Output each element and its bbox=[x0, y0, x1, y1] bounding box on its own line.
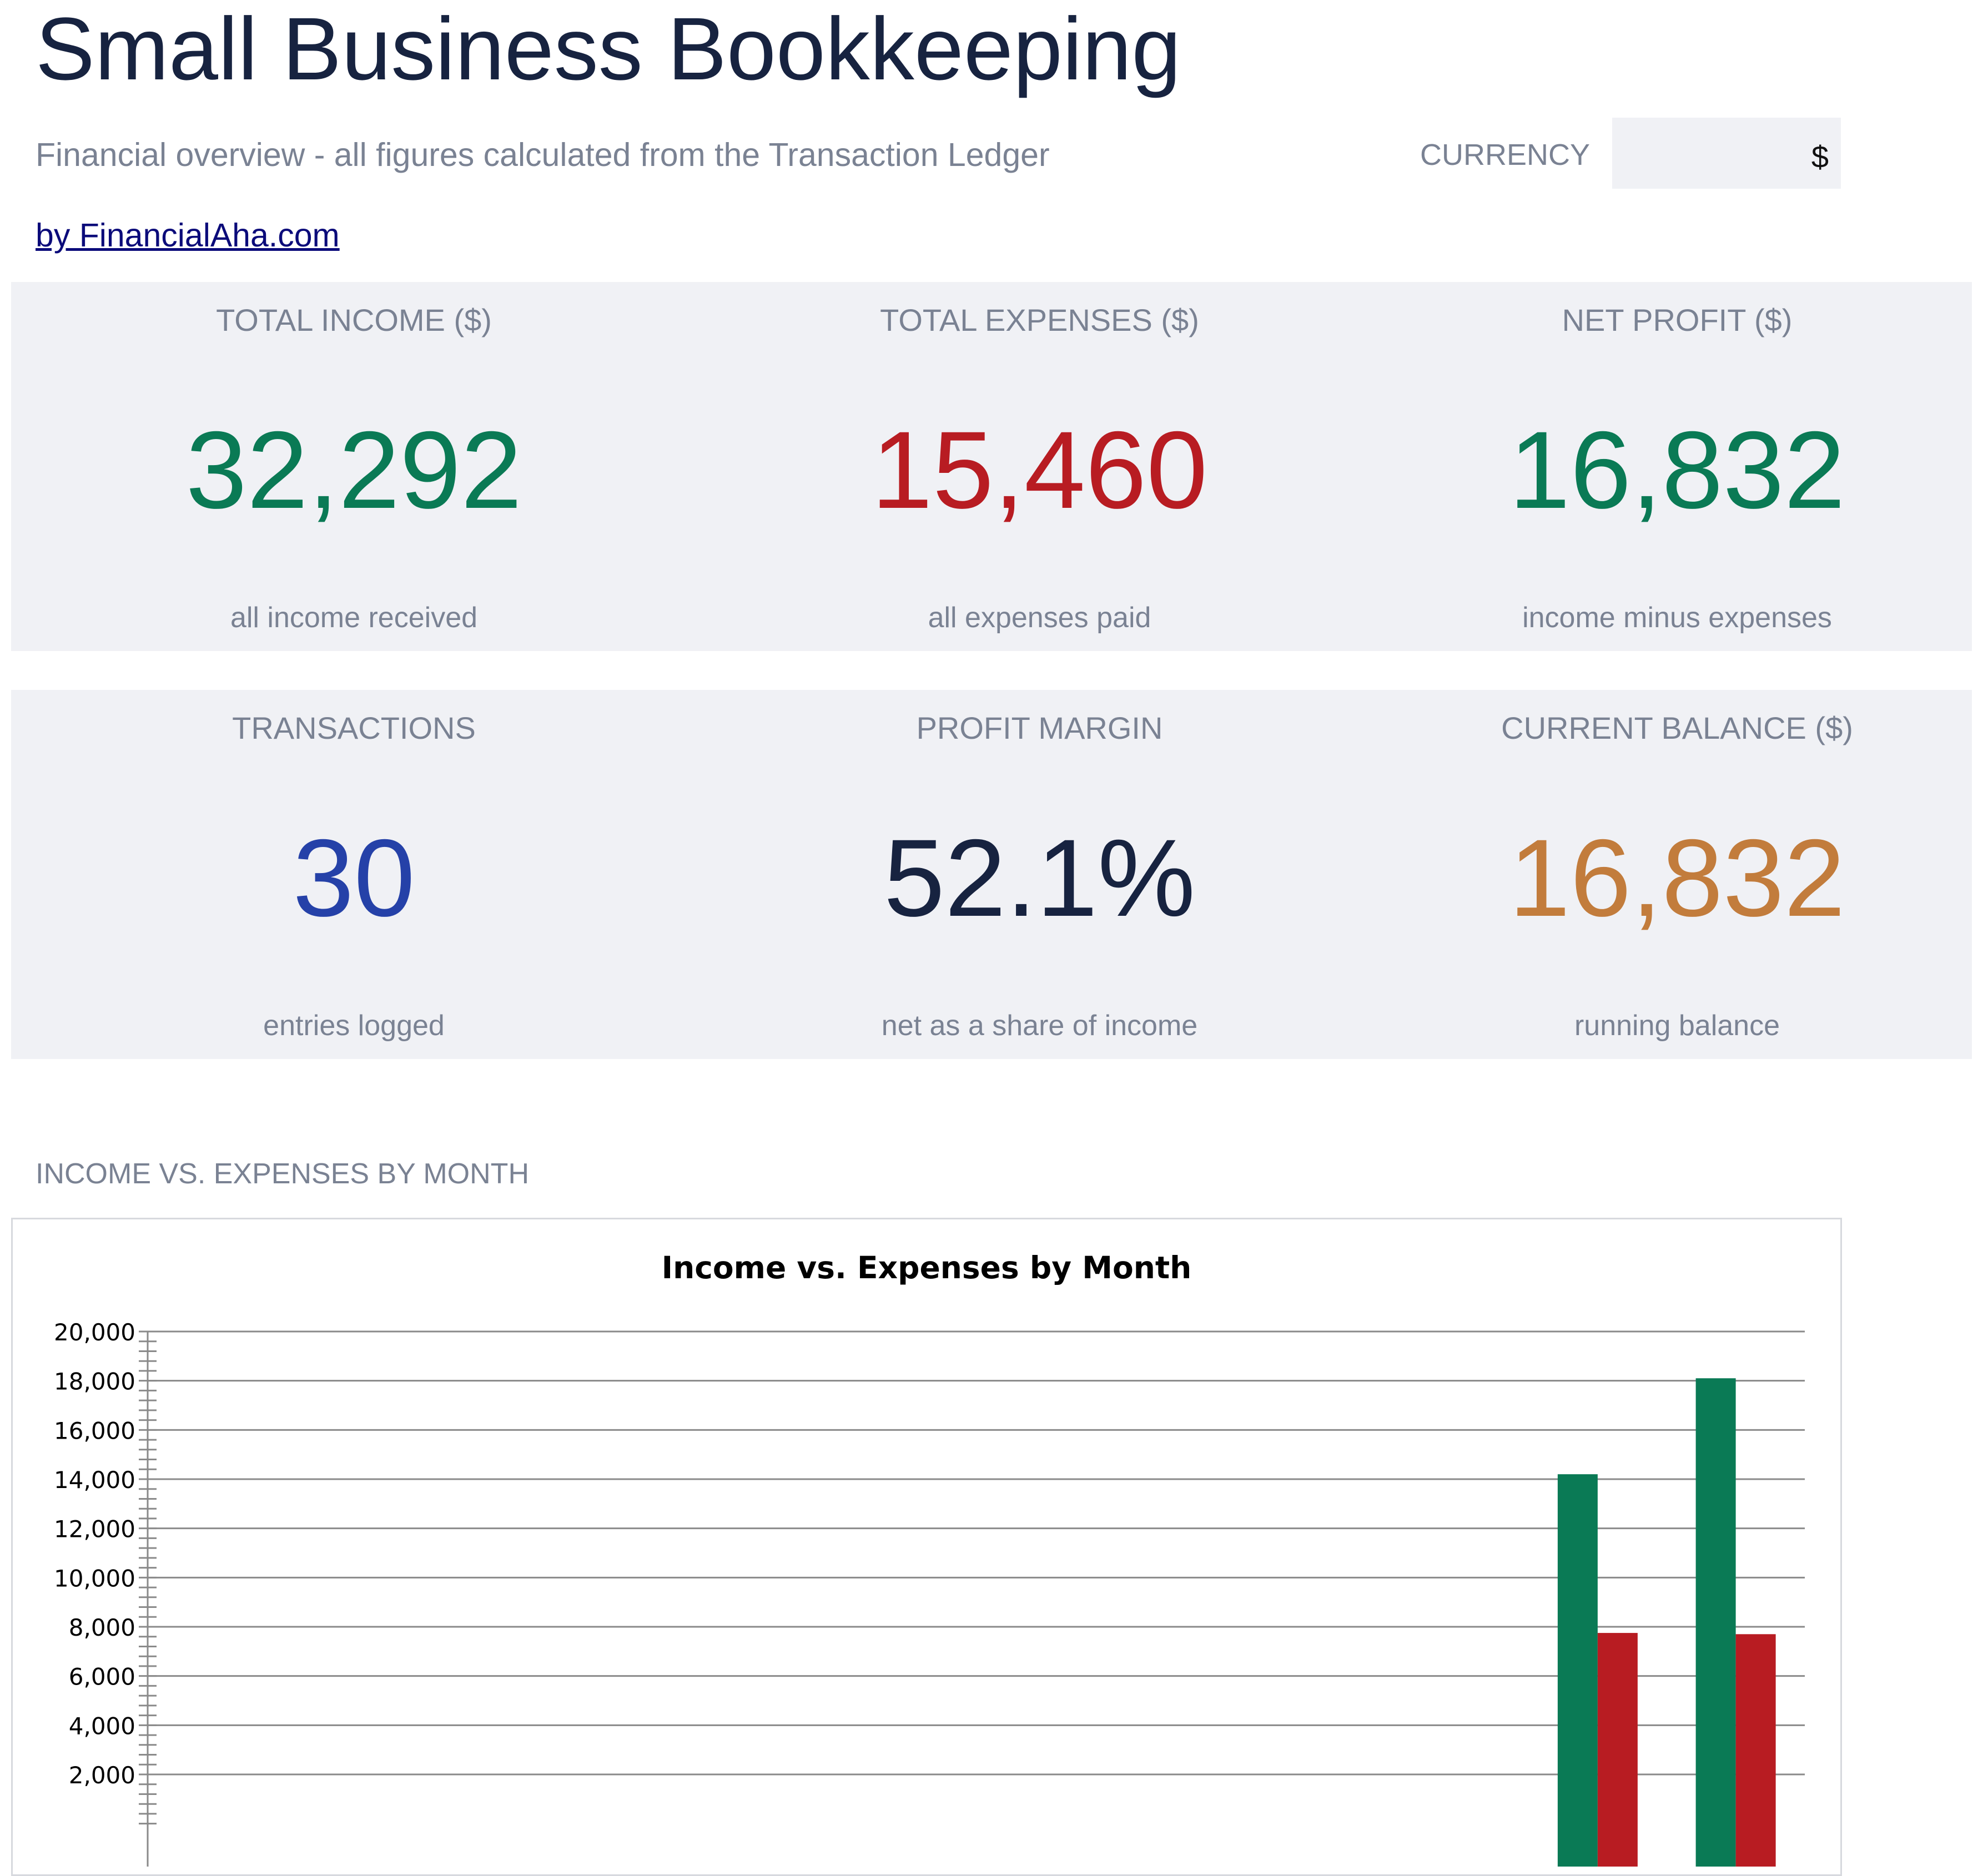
kpi-label: PROFIT MARGIN bbox=[916, 710, 1163, 745]
y-tick-label: 6,000 bbox=[69, 1663, 135, 1691]
y-tick-label: 14,000 bbox=[54, 1466, 135, 1494]
kpi-caption: income minus expenses bbox=[1522, 602, 1832, 634]
bar-series-2-cat-11 bbox=[1597, 1633, 1638, 1867]
bar-series-2-cat-12 bbox=[1735, 1634, 1776, 1867]
y-tick-label: 10,000 bbox=[54, 1565, 135, 1592]
y-tick-label: 18,000 bbox=[54, 1368, 135, 1395]
y-tick-label: 8,000 bbox=[69, 1614, 135, 1641]
kpi-value: 30 bbox=[293, 816, 415, 939]
kpi-panel-top: TOTAL INCOME ($) 32,292 all income recei… bbox=[11, 282, 1972, 651]
kpi-card-transactions: TRANSACTIONS 30 entries logged bbox=[11, 690, 697, 1059]
kpi-caption: net as a share of income bbox=[881, 1010, 1198, 1042]
page-subtitle: Financial overview - all figures calcula… bbox=[36, 137, 1050, 173]
byline-link[interactable]: by FinancialAha.com bbox=[36, 217, 340, 254]
kpi-label: TRANSACTIONS bbox=[232, 710, 476, 745]
currency-label: CURRENCY bbox=[1420, 138, 1591, 172]
kpi-card-profit-margin: PROFIT MARGIN 52.1% net as a share of in… bbox=[697, 690, 1382, 1059]
y-tick-label: 16,000 bbox=[54, 1417, 135, 1444]
y-tick-label: 4,000 bbox=[69, 1712, 135, 1739]
kpi-card-net-profit: NET PROFIT ($) 16,832 income minus expen… bbox=[1382, 282, 1972, 651]
kpi-caption: running balance bbox=[1574, 1010, 1780, 1042]
chart-section-heading: INCOME VS. EXPENSES BY MONTH bbox=[36, 1158, 530, 1190]
kpi-label: TOTAL EXPENSES ($) bbox=[880, 302, 1199, 337]
currency-input[interactable]: $ bbox=[1612, 118, 1841, 189]
kpi-label: TOTAL INCOME ($) bbox=[216, 302, 492, 337]
bar-series-1-cat-11 bbox=[1557, 1474, 1598, 1867]
income-expenses-chart: Income vs. Expenses by Month 2,000 4,000 6… bbox=[54, 1250, 1805, 1867]
y-tick-label: 12,000 bbox=[54, 1516, 135, 1543]
bar-series-1-cat-12 bbox=[1695, 1378, 1736, 1867]
kpi-label: CURRENT BALANCE ($) bbox=[1501, 710, 1853, 745]
y-tick-label: 2,000 bbox=[69, 1762, 135, 1789]
kpi-panel-bottom: TRANSACTIONS 30 entries logged PROFIT MA… bbox=[11, 690, 1972, 1059]
kpi-caption: entries logged bbox=[263, 1010, 445, 1042]
page-title: Small Business Bookkeeping bbox=[36, 0, 1181, 98]
kpi-label: NET PROFIT ($) bbox=[1562, 302, 1793, 337]
kpi-caption: all expenses paid bbox=[928, 602, 1151, 634]
kpi-card-current-balance: CURRENT BALANCE ($) 16,832 running balan… bbox=[1382, 690, 1972, 1059]
kpi-value: 15,460 bbox=[871, 409, 1208, 531]
kpi-value: 52.1% bbox=[883, 816, 1196, 939]
kpi-value: 32,292 bbox=[185, 409, 522, 531]
kpi-value: 16,832 bbox=[1509, 409, 1845, 531]
kpi-value: 16,832 bbox=[1509, 816, 1845, 939]
currency-value: $ bbox=[1811, 139, 1829, 174]
kpi-caption: all income received bbox=[230, 602, 478, 634]
chart-container[interactable]: Income vs. Expenses by Month 2,000 4,000 6… bbox=[11, 1218, 1842, 1876]
kpi-card-total-expenses: TOTAL EXPENSES ($) 15,460 all expenses p… bbox=[697, 282, 1382, 651]
y-tick-label: 20,000 bbox=[54, 1319, 135, 1346]
kpi-card-total-income: TOTAL INCOME ($) 32,292 all income recei… bbox=[11, 282, 697, 651]
chart-title: Income vs. Expenses by Month bbox=[662, 1250, 1192, 1285]
